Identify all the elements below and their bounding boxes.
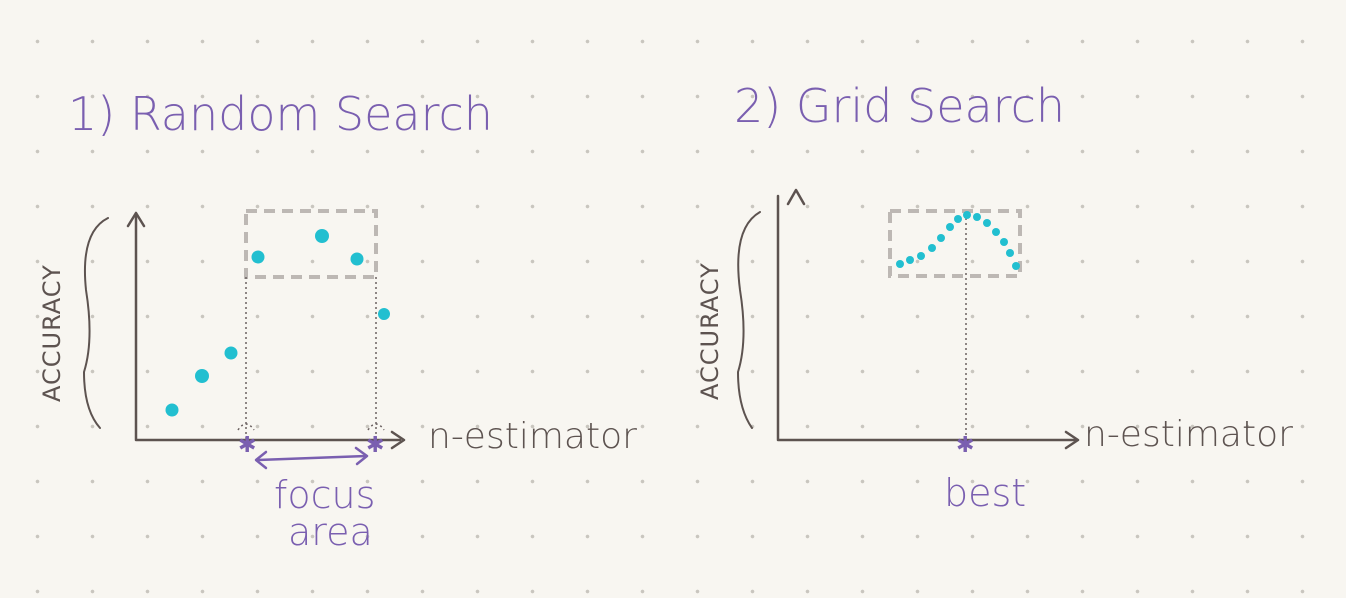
panel-2-y-label: ACCURACY — [696, 262, 724, 400]
panel-1-point — [224, 346, 238, 360]
panel-1-star-left: ✱ — [238, 433, 256, 458]
panel-1-focus-arrow — [256, 454, 368, 462]
panel-1-focus-box — [244, 209, 378, 279]
panel-2-point — [896, 260, 904, 268]
panel-1-y-label: ACCURACY — [38, 264, 66, 402]
y-axis-brace — [82, 217, 109, 429]
panel-2-point — [973, 213, 981, 221]
panel-2-point — [1000, 238, 1008, 246]
panel-1-focus-arrow-left-head — [254, 450, 268, 470]
panel-2-x-label: n-estimator — [1084, 414, 1293, 455]
panel-2-point — [954, 215, 962, 223]
panel-1-axes — [134, 214, 402, 442]
panel-1-point — [378, 308, 390, 320]
panel-2-annotation: best — [944, 471, 1026, 515]
panel-2-point — [983, 219, 991, 227]
panel-1-point — [350, 252, 364, 266]
panel-1-focus-arrow-right-head — [354, 446, 369, 466]
panel-2-star-best: ✱ — [956, 433, 974, 458]
panel-1-point — [251, 250, 265, 264]
panel-2-point — [928, 244, 936, 252]
panel-2-point — [1012, 262, 1020, 270]
y-axis-brace — [736, 211, 761, 429]
panel-2-point — [906, 256, 914, 264]
panel-1-star-right: ✱ — [366, 433, 384, 458]
panel-1-dotted-cap-right — [367, 423, 385, 431]
panel-2-point — [946, 223, 954, 231]
panel-2-axes — [776, 194, 1078, 442]
panel-2-y-arrow — [786, 188, 806, 206]
panel-1-y-arrow — [126, 211, 146, 228]
panel-2-peak-box — [888, 209, 1022, 278]
panel-2-point — [992, 228, 1000, 236]
panel-1-point — [165, 403, 179, 417]
panel-1-x-label: n-estimator — [428, 416, 637, 457]
panel-1-point — [315, 229, 329, 243]
panel-2-title: 2) Grid Search — [734, 79, 1065, 133]
panel-random-search: 1) Random Search ACCURACY n-estimator ✱ … — [38, 87, 637, 554]
panel-1-point — [195, 369, 209, 383]
panel-1-x-arrow — [390, 430, 406, 450]
panel-1-dotted-cap-left — [237, 423, 255, 431]
panel-1-annotation-line2: area — [288, 510, 373, 554]
panel-2-point — [963, 211, 971, 219]
panel-2-point — [937, 234, 945, 242]
panel-1-title: 1) Random Search — [68, 87, 493, 141]
panel-grid-search: 2) Grid Search ACCURACY n-estimator ✱ be… — [696, 79, 1293, 515]
panel-2-x-arrow — [1064, 430, 1080, 450]
panel-2-point — [917, 252, 925, 260]
panel-2-point — [1006, 249, 1014, 257]
panel-1-annotation-line1: focus — [274, 473, 375, 517]
